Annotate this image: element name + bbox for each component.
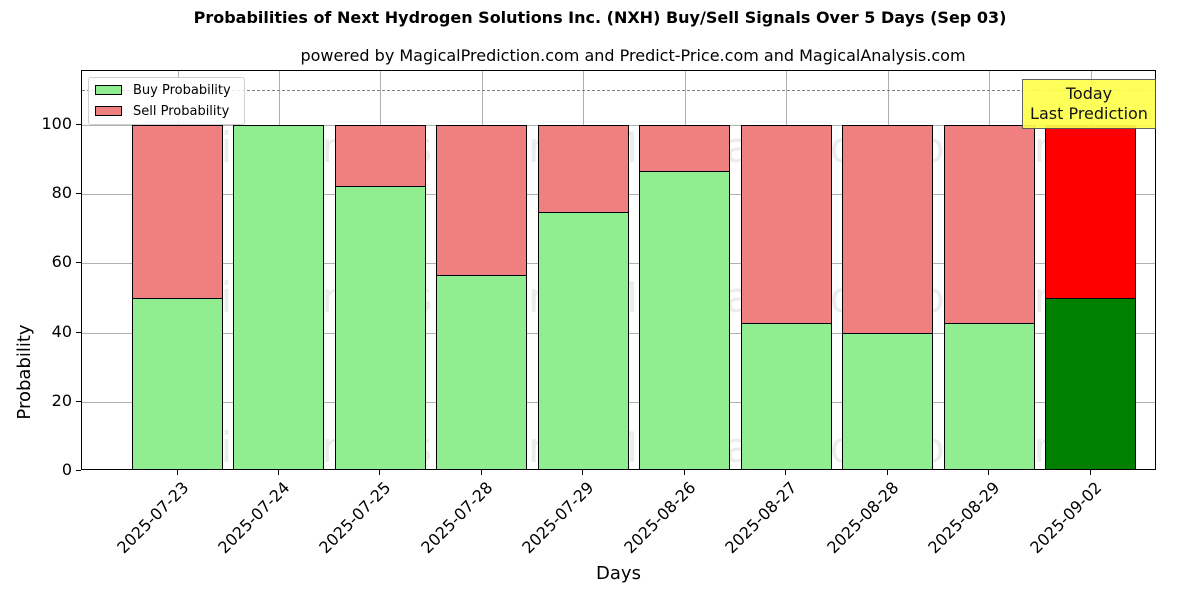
sell-bar	[740, 125, 832, 324]
buy-bar	[436, 275, 528, 469]
buy-bar	[537, 211, 629, 469]
x-tick-mark	[176, 470, 178, 475]
y-axis-label: Probability	[14, 324, 35, 420]
sell-bar	[639, 125, 731, 172]
y-tick-label: 0	[61, 460, 72, 479]
buy-bar	[639, 170, 731, 469]
sell-bar	[943, 125, 1035, 324]
buy-bar	[1045, 298, 1137, 469]
x-tick-label: 2025-07-29	[518, 478, 598, 558]
sell-bar	[842, 125, 934, 335]
x-tick-mark	[480, 470, 482, 475]
legend-buy-label: Buy Probability	[133, 82, 231, 98]
legend: Buy Probability Sell Probability	[88, 77, 245, 125]
x-tick-label: 2025-07-28	[417, 478, 497, 558]
x-axis-label: Days	[596, 563, 641, 584]
y-tick-label: 20	[51, 390, 72, 410]
reference-line	[82, 90, 1155, 92]
y-tick-mark	[76, 331, 81, 333]
today-annotation: Today Last Prediction	[1022, 79, 1156, 129]
x-tick-label: 2025-07-23	[112, 478, 192, 558]
y-tick-mark	[76, 193, 81, 195]
y-tick-mark	[76, 262, 81, 264]
sell-bar	[334, 125, 426, 187]
buy-bar	[233, 125, 325, 469]
y-tick-mark	[76, 124, 81, 125]
y-tick-label: 80	[51, 183, 72, 203]
x-tick-mark	[683, 470, 685, 475]
y-tick-mark	[76, 400, 81, 402]
annotation-line1: Today	[1065, 84, 1113, 103]
x-tick-mark	[582, 470, 584, 475]
sell-bar	[436, 125, 528, 277]
x-tick-label: 2025-08-28	[822, 478, 903, 558]
x-tick-label: 2025-08-29	[924, 478, 1004, 558]
x-tick-label: 2025-07-24	[214, 478, 294, 558]
x-tick-mark	[886, 470, 888, 475]
x-tick-label: 2025-08-26	[620, 478, 700, 558]
legend-sell-label: Sell Probability	[133, 103, 230, 119]
buy-bar	[943, 322, 1035, 469]
sell-bar	[537, 125, 629, 213]
plot-area: MagicalAnalysis.comMagicalPrediction.com…	[81, 70, 1156, 470]
legend-item-buy: Buy Probability	[95, 82, 231, 98]
buy-bar	[334, 185, 426, 469]
y-tick-label: 100	[41, 114, 72, 133]
buy-bar	[842, 333, 934, 469]
y-tick-mark	[76, 470, 81, 471]
annotation-line2: Last Prediction	[1030, 104, 1148, 123]
y-tick-label: 40	[51, 321, 72, 341]
x-tick-mark	[988, 470, 990, 475]
buy-bar	[740, 322, 832, 469]
sell-swatch-icon	[95, 106, 122, 116]
x-tick-mark	[785, 470, 787, 475]
chart-title: Probabilities of Next Hydrogen Solutions…	[193, 8, 1007, 27]
chart-subtitle: powered by MagicalPrediction.com and Pre…	[300, 46, 966, 65]
buy-swatch-icon	[95, 85, 122, 95]
x-tick-label: 2025-07-25	[315, 478, 395, 558]
legend-item-sell: Sell Probability	[95, 103, 229, 119]
x-tick-label: 2025-08-27	[721, 478, 801, 558]
x-tick-mark	[277, 470, 279, 475]
x-tick-mark	[379, 470, 381, 475]
buy-bar	[132, 298, 223, 469]
x-tick-mark	[1089, 470, 1091, 475]
y-tick-label: 60	[51, 252, 72, 272]
sell-bar	[1045, 125, 1137, 299]
x-tick-label: 2025-09-02	[1025, 478, 1105, 558]
sell-bar	[132, 125, 223, 299]
